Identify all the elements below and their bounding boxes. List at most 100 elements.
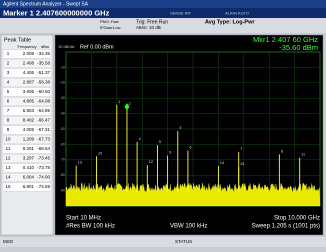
frequency: 4.406: [23, 70, 35, 75]
msg: MSG: [3, 239, 14, 244]
peak-number: 13: [78, 161, 82, 165]
start-freq: Start 10 MHz: [66, 216, 101, 222]
frequency: 9.201: [23, 146, 35, 151]
frequency: 4.006: [23, 127, 35, 132]
row-index: 8: [7, 118, 10, 123]
table-row: [2, 78, 52, 87]
peak-number: 15: [240, 162, 244, 166]
table-row: [2, 116, 52, 125]
amplitude: -51.37: [37, 70, 50, 75]
row-index: 11: [6, 146, 11, 151]
row-index: 9: [7, 127, 10, 132]
amplitude: -58.38: [37, 80, 50, 85]
peak-number: 6: [189, 146, 191, 150]
row-index: 4: [7, 80, 10, 85]
table-row: [2, 97, 52, 106]
title-bar: [0, 0, 326, 8]
amplitude: -66.47: [37, 118, 50, 123]
amplitude: -34.35: [37, 51, 50, 56]
row-index: 7: [7, 108, 10, 113]
marker-amp: -35.60 dBm: [279, 43, 318, 52]
ifgain: IFGain:Low: [100, 25, 121, 30]
amplitude: -60.50: [37, 89, 50, 94]
amplitude: -64.85: [37, 108, 50, 113]
y-tick-label: -80: [60, 173, 65, 177]
y-tick-label: -50: [60, 127, 65, 131]
frequency: 2.408: [23, 61, 35, 66]
sweep: Sweep 1.205 s (1001 pts): [252, 224, 320, 230]
row-index: 1: [7, 51, 10, 56]
table-row: [2, 154, 52, 163]
peak-number: 5: [159, 140, 161, 144]
amplitude: -35.58: [37, 61, 50, 66]
table-row: [2, 144, 52, 154]
column-header: dBm: [41, 44, 50, 49]
frequency: 1.209: [23, 137, 35, 142]
marker-diamond: [124, 103, 130, 111]
frequency: 4.805: [23, 99, 35, 104]
table-row: [2, 87, 52, 97]
amplitude: -73.78: [37, 165, 50, 170]
sense: SENSE:INT: [170, 11, 192, 16]
ref-level: Ref 0.00 dBm: [80, 44, 114, 50]
row-index: 12: [5, 156, 11, 161]
y-tick-label: -70: [60, 158, 65, 162]
y-tick-label: -30: [60, 96, 65, 100]
scale: 10 dB/div: [58, 44, 75, 49]
row-index: 2: [7, 61, 10, 66]
amplitude: -73.45: [37, 156, 50, 161]
peak-table-title: Peak Table: [4, 37, 31, 43]
rbw: #Res BW 100 kHz: [66, 224, 115, 230]
avg-type: Avg Type: Log-Pwr: [205, 19, 255, 25]
settings-bar: [0, 18, 326, 33]
peak-number: 11: [301, 153, 305, 157]
amplitude: -74.69: [37, 184, 50, 189]
table-row: [2, 68, 52, 78]
table-row: [2, 106, 52, 116]
y-tick-label: -60: [60, 142, 65, 146]
row-index: 10: [5, 137, 11, 142]
peak-number: 8: [281, 149, 283, 153]
peak-number: 3: [179, 126, 181, 130]
marker-readout[interactable]: Marker 1 2.407600000000 GHz: [3, 8, 110, 17]
peak-table-panel: [0, 34, 54, 236]
stop-freq: Stop 10.000 GHz: [274, 216, 320, 222]
table-row: [2, 182, 52, 192]
peak-number: 9: [169, 151, 171, 155]
frequency: 2.008: [23, 51, 35, 56]
peak-number: 12: [149, 160, 153, 164]
noise-floor: [65, 182, 321, 207]
peak-number: 7: [240, 147, 242, 151]
column-header: Frequency: [18, 44, 37, 49]
pno: PNO: Fast: [100, 19, 120, 24]
frequency: 2.807: [23, 80, 35, 85]
trig: Trig: Free Run: [136, 19, 168, 25]
frequency: 6.803: [23, 108, 35, 113]
row-index: 3: [7, 70, 10, 75]
amplitude: -68.64: [37, 146, 50, 151]
frequency: 3.207: [23, 156, 35, 161]
y-tick-label: -10: [60, 65, 65, 69]
row-index: 5: [7, 89, 10, 94]
table-row: [2, 135, 52, 144]
row-index: 13: [5, 165, 11, 170]
row-index: 6: [7, 99, 10, 104]
peak-number: 1: [118, 100, 120, 104]
marker-bar: [0, 8, 326, 18]
y-tick-label: -90: [60, 189, 65, 193]
peak-number: 14: [220, 161, 224, 165]
frequency: 8.402: [23, 118, 35, 123]
marker-freq: Mkr1 2.407 60 GHz: [253, 35, 318, 44]
row-index: 14: [5, 175, 11, 180]
align: ALIGN AUTO: [225, 11, 249, 16]
table-row: [2, 59, 52, 68]
frequency: 3.606: [23, 89, 35, 94]
amplitude: -67.73: [37, 137, 50, 142]
table-row: [2, 163, 52, 173]
amplitude: -64.08: [37, 99, 50, 104]
peak-number: 4: [139, 137, 141, 141]
peak-number: 10: [98, 151, 102, 155]
table-row: [2, 49, 52, 59]
atten: Atten: 10 dB: [136, 25, 161, 30]
